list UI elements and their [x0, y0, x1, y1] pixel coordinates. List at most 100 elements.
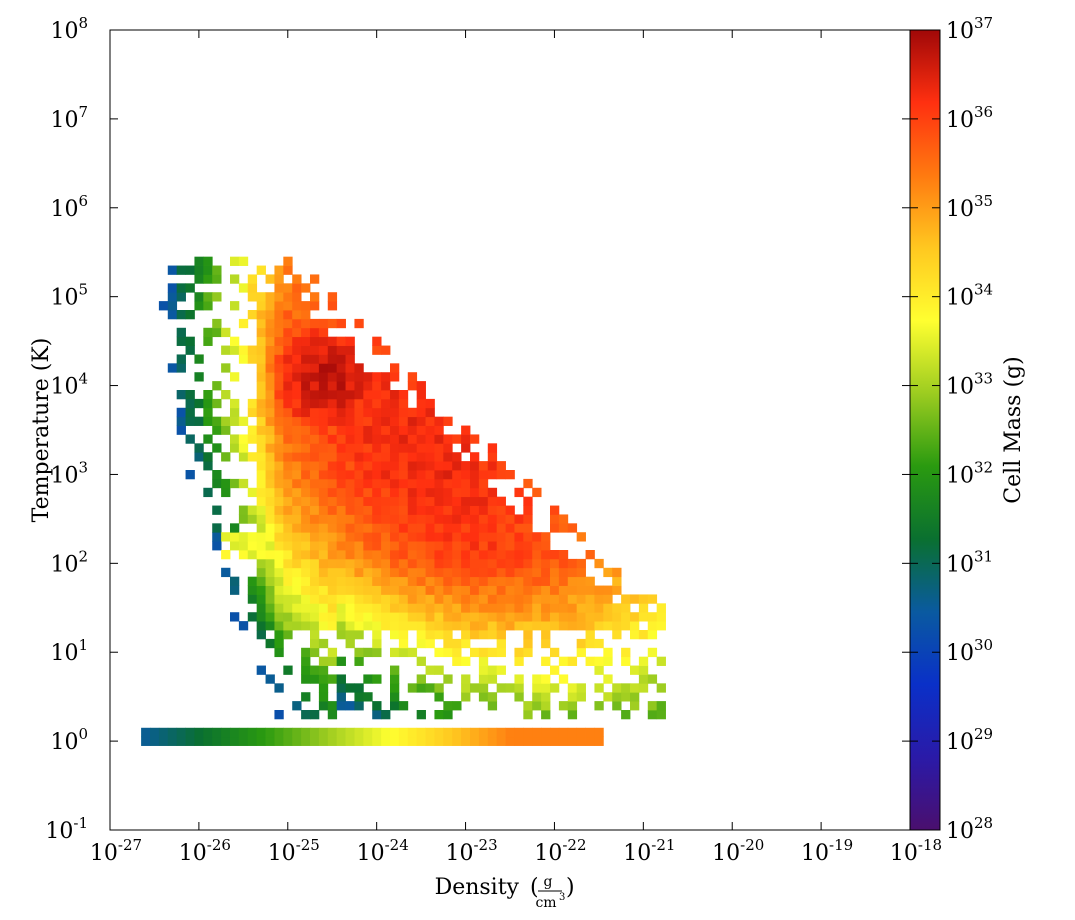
- heatmap-cell: [443, 514, 453, 524]
- heatmap-cell: [283, 541, 293, 551]
- heatmap-cell: [656, 710, 666, 720]
- heatmap-cell: [283, 434, 293, 444]
- heatmap-cell: [274, 523, 284, 533]
- heatmap-cell: [301, 470, 311, 480]
- heatmap-cell: [407, 550, 418, 560]
- heatmap-cell: [487, 470, 498, 480]
- heatmap-cell: [283, 736, 293, 746]
- heatmap-cell: [345, 532, 355, 542]
- heatmap-cell: [487, 647, 498, 658]
- heatmap-cell: [301, 692, 311, 702]
- heatmap-cell: [434, 452, 444, 462]
- heatmap-cell: [398, 496, 409, 506]
- heatmap-cell: [487, 665, 498, 675]
- heatmap-cell: [363, 478, 373, 489]
- heatmap-cell: [452, 487, 462, 498]
- heatmap-cell: [185, 265, 195, 275]
- heatmap-cell: [558, 514, 569, 524]
- heatmap-cell: [318, 683, 329, 693]
- heatmap-cell: [407, 558, 418, 569]
- heatmap-cell: [247, 452, 258, 462]
- heatmap-cell: [363, 487, 373, 498]
- heatmap-cell: [301, 523, 311, 533]
- heatmap-cell: [336, 692, 346, 702]
- heatmap-cell: [345, 550, 355, 560]
- heatmap-cell: [327, 621, 338, 631]
- heatmap-cell: [292, 398, 302, 409]
- heatmap-cell: [514, 550, 524, 560]
- heatmap-cell: [390, 701, 400, 711]
- heatmap-cell: [505, 603, 515, 613]
- heatmap-cell: [390, 567, 400, 578]
- heatmap-cell: [238, 621, 249, 631]
- heatmap-cell: [434, 558, 444, 569]
- heatmap-cell: [398, 505, 409, 515]
- heatmap-cell: [550, 683, 560, 693]
- heatmap-cell: [345, 407, 355, 418]
- heatmap-cell: [274, 416, 284, 426]
- heatmap-cell: [274, 532, 284, 542]
- x-axis-unit-exponent: 3: [559, 892, 565, 903]
- heatmap-cell: [318, 398, 329, 409]
- heatmap-cell: [381, 523, 391, 533]
- heatmap-cell: [203, 727, 213, 738]
- heatmap-cell: [327, 407, 338, 418]
- heatmap-cell: [470, 496, 480, 506]
- heatmap-cell: [310, 727, 320, 738]
- heatmap-cell: [221, 425, 231, 435]
- heatmap-cell: [230, 576, 240, 586]
- heatmap-cell: [425, 550, 435, 560]
- heatmap-cell: [647, 674, 658, 684]
- heatmap-cell: [363, 514, 373, 524]
- heatmap-cell: [407, 425, 418, 435]
- heatmap-cell: [247, 292, 258, 302]
- heatmap-cell: [221, 416, 231, 426]
- heatmap-cell: [274, 452, 284, 462]
- heatmap-cell: [274, 478, 284, 489]
- heatmap-cell: [292, 452, 302, 462]
- heatmap-cell: [310, 736, 320, 746]
- heatmap-cell: [550, 603, 560, 613]
- heatmap-cell: [416, 487, 426, 498]
- heatmap-cell: [381, 407, 391, 418]
- heatmap-cell: [203, 327, 213, 338]
- heatmap-cell: [274, 470, 284, 480]
- heatmap-cell: [381, 470, 391, 480]
- heatmap-cell: [318, 354, 329, 364]
- heatmap-cell: [381, 603, 391, 613]
- heatmap-cell: [398, 443, 409, 453]
- heatmap-cell: [327, 452, 338, 462]
- heatmap-cell: [443, 470, 453, 480]
- heatmap-cell: [363, 496, 373, 506]
- heatmap-cell: [230, 585, 240, 595]
- heatmap-cell: [212, 727, 222, 738]
- heatmap-cell: [274, 372, 284, 382]
- heatmap-cell: [310, 354, 320, 364]
- heatmap-cell: [194, 443, 204, 453]
- heatmap-cell: [541, 541, 551, 551]
- heatmap-cell: [470, 470, 480, 480]
- heatmap-cell: [310, 621, 320, 631]
- heatmap-cell: [354, 398, 364, 409]
- heatmap-cell: [630, 701, 640, 711]
- heatmap-cell: [523, 630, 533, 640]
- heatmap-cell: [532, 585, 542, 595]
- heatmap-cell: [247, 310, 258, 320]
- heatmap-cell: [621, 594, 631, 604]
- heatmap-cell: [567, 701, 578, 711]
- heatmap-cell: [487, 443, 498, 453]
- heatmap-cell: [247, 532, 258, 542]
- heatmap-cell: [594, 701, 604, 711]
- heatmap-cell: [621, 656, 631, 666]
- heatmap-cell: [514, 727, 524, 738]
- heatmap-cell: [478, 683, 489, 693]
- heatmap-cell: [310, 470, 320, 480]
- heatmap-cell: [327, 558, 338, 569]
- heatmap-cell: [443, 736, 453, 746]
- heatmap-cell: [398, 532, 409, 542]
- heatmap-cell: [452, 727, 462, 738]
- heatmap-cell: [461, 541, 471, 551]
- heatmap-cell: [452, 541, 462, 551]
- heatmap-cell: [176, 310, 186, 320]
- heatmap-cell: [301, 505, 311, 515]
